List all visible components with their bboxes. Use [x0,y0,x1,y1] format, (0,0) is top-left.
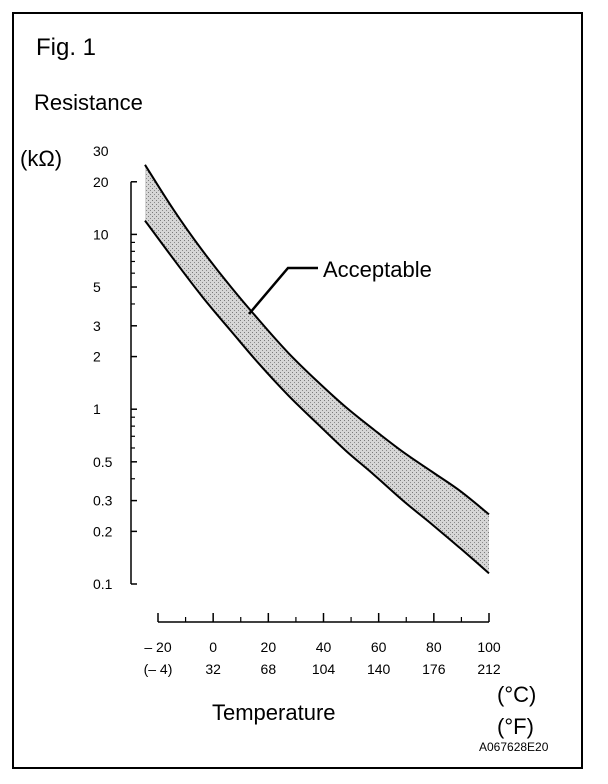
lower-limit-curve [144,220,490,575]
y-tick-label: 1 [93,401,101,417]
x-tick-label-celsius: 40 [316,639,332,655]
acceptable-band-group [144,164,490,575]
x-tick-label-celsius: 80 [426,639,442,655]
x-axis-label: Temperature [212,700,336,725]
x-axis-unit-celsius: (°C) [497,682,537,707]
x-tick-label-fahrenheit: 176 [422,661,446,677]
annotation-group: Acceptable [248,257,432,315]
y-tick-label: 30 [93,143,109,159]
x-tick-label-fahrenheit: 104 [312,661,336,677]
y-tick-label: 0.2 [93,523,113,539]
x-tick-label-fahrenheit: 140 [367,661,391,677]
y-axis: 30 20 10 5 3 2 1 0.5 0.3 0.2 0.1 [93,143,137,592]
y-tick-label: 0.1 [93,576,113,592]
y-tick-label: 0.3 [93,493,113,509]
y-tick-label: 0.5 [93,454,113,470]
x-axis-unit-fahrenheit: (°F) [497,714,534,739]
x-tick-label-fahrenheit: 68 [261,661,277,677]
x-tick-label-celsius: 0 [209,639,217,655]
x-tick-label-fahrenheit: 212 [477,661,501,677]
y-axis-unit: (kΩ) [20,146,63,171]
figure-frame [12,12,583,769]
acceptable-band-fill [145,164,489,574]
figure-code: A067628E20 [479,740,549,754]
y-tick-label: 3 [93,318,101,334]
x-tick-label-celsius: 100 [477,639,501,655]
x-tick-label-fahrenheit: (– 4) [144,661,173,677]
y-axis-label: Resistance [34,90,143,115]
y-tick-label: 10 [93,226,109,242]
x-axis: – 20 (– 4) 0 32 20 68 40 104 60 140 80 176 100 212 [144,613,501,677]
y-tick-label: 5 [93,279,101,295]
upper-limit-curve [144,164,490,516]
x-tick-label-celsius: – 20 [144,639,171,655]
annotation-label: Acceptable [323,257,432,282]
x-tick-label-fahrenheit: 32 [205,661,221,677]
x-tick-label-celsius: 20 [261,639,277,655]
annotation-leader-line [248,266,318,315]
y-tick-label: 2 [93,349,101,365]
figure-label: Fig. 1 [36,34,97,61]
x-tick-label-celsius: 60 [371,639,387,655]
y-tick-label: 20 [93,174,109,190]
